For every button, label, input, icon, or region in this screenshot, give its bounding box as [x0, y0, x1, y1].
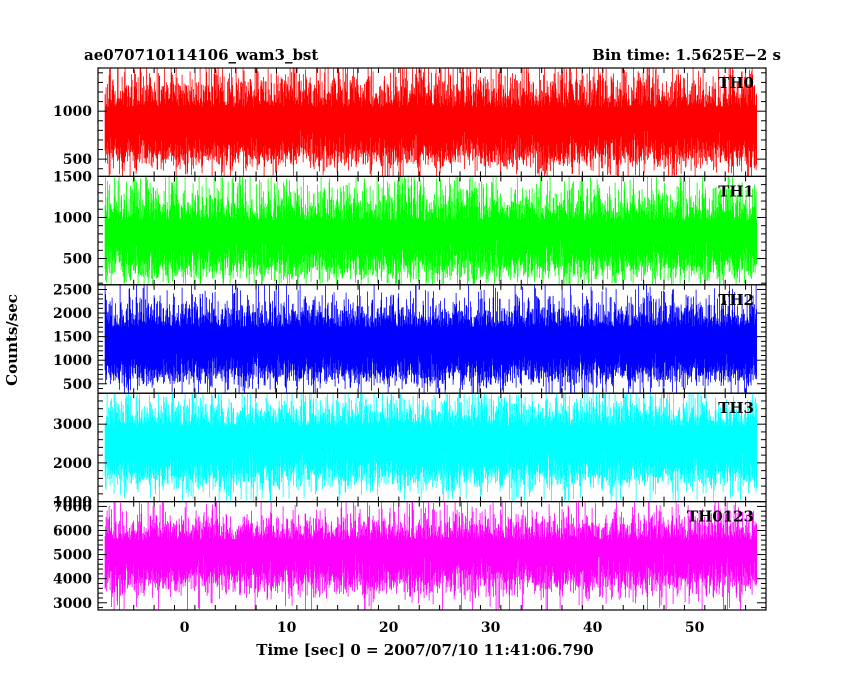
- panel-th1: 500 1000 1500 TH1: [53, 169, 767, 286]
- x-tick-label: 10: [277, 620, 297, 636]
- panel-label: TH1: [718, 182, 754, 200]
- y-tick-label: 500: [63, 252, 92, 268]
- panel-label: TH3: [718, 399, 754, 417]
- y-tick-label: 2000: [53, 306, 92, 322]
- chart-title: ae070710114106_wam3_bst: [84, 46, 318, 64]
- panel-th0: 500 1000 TH0: [53, 67, 767, 178]
- x-axis-label: Time [sec] 0 = 2007/07/10 11:41:06.790: [256, 641, 593, 659]
- series-th3: [104, 393, 757, 502]
- series-th2: [104, 284, 757, 394]
- series-th0123: [104, 501, 757, 610]
- y-tick-label: 1000: [53, 104, 92, 120]
- y-tick-label: 500: [63, 377, 92, 393]
- x-tick-label: 20: [379, 620, 399, 636]
- x-tick-label: 0: [180, 620, 190, 636]
- y-tick-label: 2500: [53, 283, 92, 299]
- panel-label: TH2: [718, 291, 754, 309]
- y-tick-label: 3000: [53, 417, 92, 433]
- panel-th0123: 3000 4000 5000 6000 7000 TH0123: [53, 499, 767, 612]
- series-th1: [104, 176, 757, 285]
- y-tick-label: 7000: [53, 499, 92, 515]
- y-tick-label: 1000: [53, 495, 92, 511]
- panels-group: 500 1000 TH0 500 1000 1500 TH1 500 1000 1500 2000 2…: [53, 67, 767, 612]
- x-tick-label: 50: [685, 620, 705, 636]
- y-tick-label: 3000: [53, 596, 92, 612]
- y-tick-label: 1000: [53, 210, 92, 226]
- series-th0: [104, 68, 757, 177]
- panel-label: TH0123: [687, 508, 754, 526]
- y-tick-label: 4000: [53, 572, 92, 588]
- y-tick-label: 1500: [53, 330, 92, 346]
- y-tick-label: 1500: [53, 169, 92, 185]
- y-tick-label: 500: [63, 152, 92, 168]
- x-axis: 0 10 20 30 40 50: [180, 620, 705, 636]
- y-tick-label: 6000: [53, 524, 92, 540]
- x-tick-label: 30: [481, 620, 501, 636]
- y-axis-label: Counts/sec: [3, 294, 21, 386]
- y-tick-label: 5000: [53, 548, 92, 564]
- y-tick-label: 2000: [53, 456, 92, 472]
- panel-label: TH0: [718, 74, 754, 92]
- panel-th2: 500 1000 1500 2000 2500 TH2: [53, 283, 767, 394]
- panel-th3: 1000 2000 3000 TH3: [53, 392, 767, 511]
- y-tick-label: 1000: [53, 353, 92, 369]
- panel-frame: [97, 501, 767, 611]
- bin-time-label: Bin time: 1.5625E−2 s: [592, 46, 781, 64]
- x-tick-label: 40: [583, 620, 603, 636]
